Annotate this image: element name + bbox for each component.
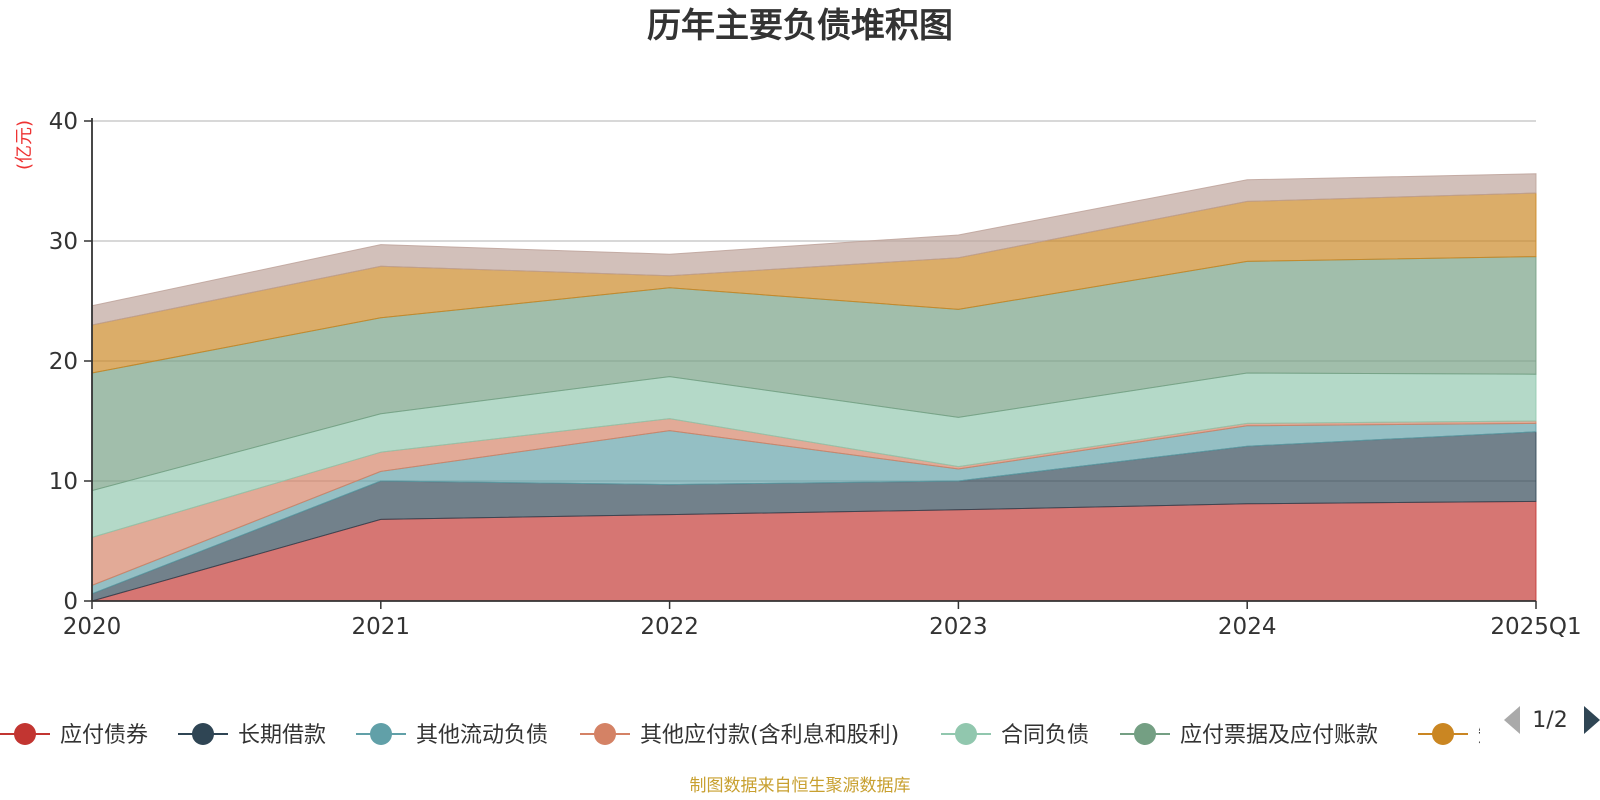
y-tick-label: 20 [49,349,78,375]
legend-marker [1134,723,1156,745]
legend-marker [192,723,214,745]
y-tick-label: 10 [49,469,78,495]
legend-label: 合同负债 [1001,723,1089,748]
legend: 应付债券 长期借款 其他流动负债 其他应付款(含利息和股利) 合同负债 应付票据及应付账款… [0,723,1500,748]
area-series [91,173,1537,602]
legend-pager: 1/2 [1504,706,1600,734]
x-tick-label: 2020 [63,614,122,640]
legend-marker [955,723,977,745]
legend-label: 长期借款 [238,723,326,748]
legend-marker [14,723,36,745]
legend-item[interactable]: 应付票据及应付账款 [1120,723,1378,748]
legend-label: 短 [1478,723,1500,748]
x-tick-label: 2022 [640,614,699,640]
y-tick-label: 40 [49,109,78,135]
legend-item[interactable]: 其他流动负债 [356,723,548,748]
legend-item[interactable]: 其他应付款(含利息和股利) [580,723,899,748]
legend-label: 其他应付款(含利息和股利) [640,723,899,748]
data-source-note: 制图数据来自恒生聚源数据库 [690,776,911,796]
legend-label: 应付债券 [60,723,148,748]
x-tick-label: 2023 [929,614,988,640]
area-series-8 [91,173,1537,326]
axes: 0 10 20 30 40 2020 2021 2022 2023 2024 2025Q1 [49,109,1582,640]
legend-label: 应付票据及应付账款 [1180,723,1378,748]
legend-label: 其他流动负债 [416,723,548,748]
x-tick-label: 2024 [1218,614,1277,640]
legend-items: 应付债券 长期借款 其他流动负债 其他应付款(含利息和股利) 合同负债 应付票据及应付账款… [0,723,1500,748]
legend-item[interactable]: 长期借款 [178,723,326,748]
legend-next-icon[interactable] [1584,706,1600,734]
legend-marker [594,723,616,745]
x-tick-label: 2021 [352,614,411,640]
legend-item[interactable]: 应付债券 [0,723,148,748]
y-tick-label: 0 [63,589,78,615]
legend-prev-icon[interactable] [1504,706,1520,734]
y-tick-label: 30 [49,229,78,255]
y-axis-unit: (亿元) [14,120,35,170]
legend-page-indicator: 1/2 [1532,708,1567,733]
x-tick-label: 2025Q1 [1490,614,1581,640]
chart-title: 历年主要负债堆积图 [647,6,953,46]
legend-marker [1432,723,1454,745]
legend-marker [370,723,392,745]
legend-item[interactable]: 合同负债 [941,723,1089,748]
legend-item[interactable]: 短 [1418,723,1500,748]
